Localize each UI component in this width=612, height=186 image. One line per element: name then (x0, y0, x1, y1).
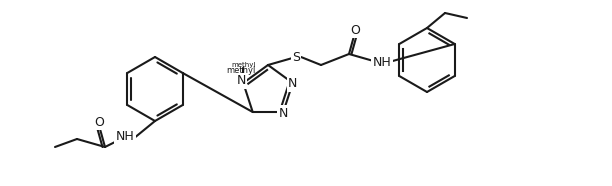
Text: NH: NH (373, 55, 392, 68)
Text: NH: NH (116, 131, 135, 144)
Text: O: O (94, 116, 104, 129)
Text: methyl: methyl (226, 66, 256, 76)
Text: N: N (278, 107, 288, 120)
Text: N: N (288, 77, 297, 90)
Text: O: O (350, 23, 360, 36)
Text: methyl: methyl (231, 62, 255, 68)
Text: S: S (292, 51, 300, 63)
Text: N: N (237, 74, 246, 87)
